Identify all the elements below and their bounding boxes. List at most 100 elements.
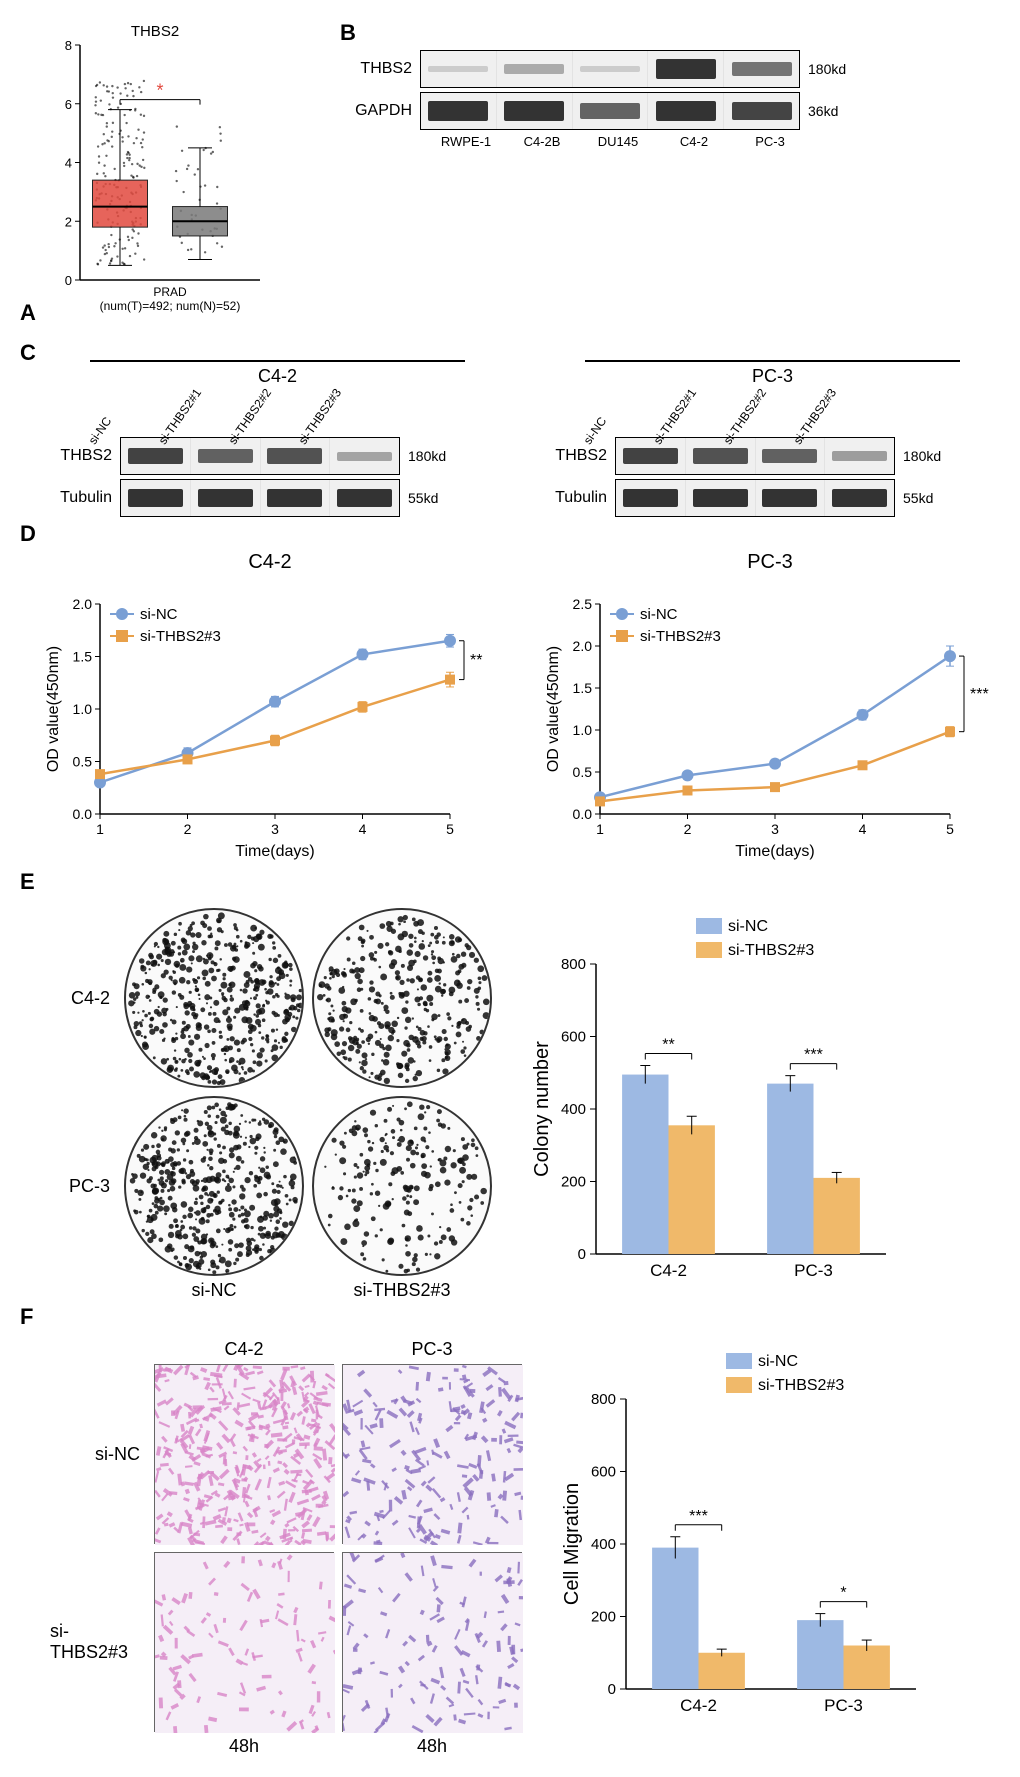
migration-image (154, 1364, 334, 1544)
migration-bar-chart: 0200400600800Cell Migrationsi-NCsi-THBS2… (556, 1339, 936, 1739)
svg-text:C4-2: C4-2 (680, 1696, 717, 1715)
panel-c-title: C4-2 (90, 360, 465, 387)
svg-text:Colony number: Colony number (531, 1041, 553, 1177)
svg-text:si-NC: si-NC (640, 606, 678, 623)
colony-block: C4-2PC-3 si-NCsi-THBS2#3 (50, 904, 496, 1304)
svg-text:200: 200 (561, 1174, 586, 1191)
svg-text:2: 2 (184, 821, 192, 837)
panel-a: A THBS202468*PRAD(num(T)=492; num(N)=52) (20, 20, 300, 326)
svg-text:600: 600 (591, 1464, 616, 1481)
svg-text:0: 0 (65, 273, 72, 288)
migration-rows: si-NCsi-THBS2#3 (50, 1360, 526, 1736)
svg-text:5: 5 (946, 821, 954, 837)
panel-b-label: B (340, 20, 356, 45)
svg-text:si-THBS2#3: si-THBS2#3 (640, 628, 721, 645)
svg-text:6: 6 (65, 97, 72, 112)
svg-text:2.0: 2.0 (73, 596, 93, 612)
svg-text:***: *** (689, 1508, 708, 1525)
svg-text:1.0: 1.0 (573, 722, 593, 738)
svg-text:0.5: 0.5 (73, 754, 93, 770)
svg-text:(num(T)=492; num(N)=52): (num(T)=492; num(N)=52) (100, 299, 241, 313)
blot-protein-label: GAPDH (340, 102, 420, 120)
svg-text:4: 4 (859, 821, 867, 837)
svg-text:8: 8 (65, 38, 72, 53)
blot-box (615, 479, 895, 517)
svg-text:1.0: 1.0 (73, 701, 93, 717)
svg-text:2.0: 2.0 (573, 638, 593, 654)
blot-box (120, 437, 400, 475)
blot-box (420, 50, 800, 88)
svg-text:600: 600 (561, 1029, 586, 1046)
lane-label: DU145 (580, 134, 656, 149)
svg-text:Time(days): Time(days) (735, 843, 814, 860)
blot-box (420, 92, 800, 130)
chart-title: C4-2 (40, 551, 500, 574)
panel-f: C4-2PC-3 si-NCsi-THBS2#3 48h48h 02004006… (50, 1339, 1000, 1757)
svg-text:2.5: 2.5 (573, 596, 593, 612)
panel-b-blots: THBS2180kdGAPDH36kdRWPE-1C4-2BDU145C4-2P… (340, 50, 1000, 149)
svg-text:3: 3 (271, 821, 279, 837)
migration-image (154, 1552, 334, 1732)
kd-label: 36kd (800, 103, 838, 119)
panel-c-group: PC-3si-NCsi-THBS2#1si-THBS2#2si-THBS2#3T… (545, 360, 1000, 521)
migration-col-bottom: 48h48h (150, 1736, 526, 1757)
svg-text:3: 3 (771, 821, 779, 837)
svg-text:OD value(450nm): OD value(450nm) (545, 646, 562, 772)
blot-protein-label: THBS2 (340, 60, 420, 78)
svg-text:1: 1 (596, 821, 604, 837)
lane-label: PC-3 (732, 134, 808, 149)
panel-e-label: E (20, 869, 50, 895)
panel-c-group: C4-2si-NCsi-THBS2#1si-THBS2#2si-THBS2#3T… (50, 360, 505, 521)
col-label: PC-3 (338, 1339, 526, 1360)
colony-dish (312, 908, 492, 1088)
svg-text:THBS2: THBS2 (131, 23, 179, 40)
svg-text:*: * (157, 81, 164, 101)
migration-col-top: C4-2PC-3 (150, 1339, 526, 1360)
svg-text:Time(days): Time(days) (235, 843, 314, 860)
row-label: si-THBS2#3 (50, 1548, 150, 1736)
svg-text:400: 400 (561, 1101, 586, 1118)
svg-text:si-NC: si-NC (140, 606, 178, 623)
row-label: C4-2 (50, 904, 120, 1092)
svg-text:4: 4 (359, 821, 367, 837)
kd-label: 180kd (800, 61, 846, 77)
panel-c-label: C (20, 340, 50, 521)
panel-a-label: A (20, 300, 36, 325)
svg-text:0: 0 (608, 1681, 616, 1698)
figure: A THBS2 0 2 4 6 8 * PRAD(num(T)=492; num(N)=52)… (0, 0, 1020, 1777)
svg-text:**: ** (662, 1037, 674, 1054)
svg-text:0.0: 0.0 (573, 806, 593, 822)
col-label: C4-2 (150, 1339, 338, 1360)
svg-text:PC-3: PC-3 (794, 1261, 833, 1280)
colony-dish (124, 908, 304, 1088)
panel-e: C4-2PC-3 si-NCsi-THBS2#3 0200400600800Co… (50, 904, 1000, 1304)
svg-text:si-THBS2#3: si-THBS2#3 (728, 942, 814, 959)
colony-dish (312, 1096, 492, 1276)
svg-text:**: ** (470, 652, 482, 669)
blot-protein-label: Tubulin (545, 489, 615, 507)
svg-text:0: 0 (578, 1246, 586, 1263)
migration-image (342, 1364, 522, 1544)
lane-label: C4-2B (504, 134, 580, 149)
lane-label: C4-2 (656, 134, 732, 149)
migration-block: C4-2PC-3 si-NCsi-THBS2#3 48h48h (50, 1339, 526, 1757)
col-label: si-NC (120, 1280, 308, 1301)
panel-b: B THBS2180kdGAPDH36kdRWPE-1C4-2BDU145C4-… (300, 20, 1000, 326)
svg-text:PRAD: PRAD (154, 285, 188, 299)
panel-c-title: PC-3 (585, 360, 960, 387)
svg-text:*: * (840, 1585, 846, 1602)
svg-text:***: *** (804, 1047, 823, 1064)
time-label: 48h (338, 1736, 526, 1757)
svg-text:si-NC: si-NC (758, 1353, 798, 1370)
svg-text:2: 2 (65, 214, 72, 229)
svg-text:800: 800 (591, 1391, 616, 1408)
colony-rows: C4-2PC-3 (50, 904, 496, 1280)
svg-text:0.0: 0.0 (73, 806, 93, 822)
kd-label: 180kd (400, 448, 446, 464)
col-label: si-THBS2#3 (308, 1280, 496, 1301)
svg-text:si-THBS2#3: si-THBS2#3 (140, 628, 221, 645)
time-label: 48h (150, 1736, 338, 1757)
panel-d-label: D (20, 521, 40, 547)
migration-image (342, 1552, 522, 1732)
svg-text:Cell Migration: Cell Migration (561, 1483, 583, 1605)
